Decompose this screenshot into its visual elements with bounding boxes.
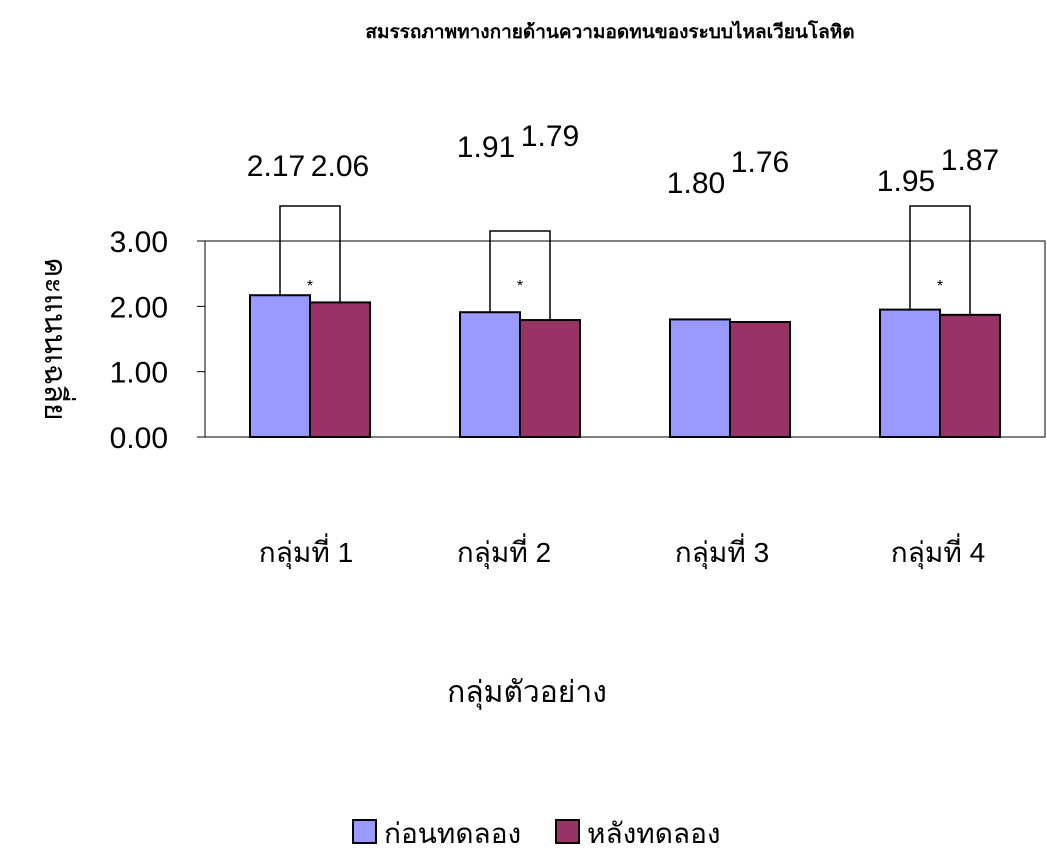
y-tick-label: 3.00: [110, 226, 168, 259]
bars: [249, 294, 1001, 439]
significance-brackets: * * *: [279, 205, 971, 321]
data-label: 1.76: [731, 146, 789, 179]
data-label: 1.95: [877, 165, 935, 198]
data-label: 1.79: [521, 120, 579, 153]
data-label: 2.17: [247, 150, 305, 183]
significance-bracket: [489, 230, 551, 321]
legend-swatch: [555, 819, 580, 844]
bar-before: [459, 311, 521, 438]
category-label: กลุ่มที่ 4: [891, 533, 985, 570]
bar-before: [879, 308, 941, 439]
data-label: 2.06: [311, 150, 369, 183]
data-label: 1.91: [457, 131, 515, 164]
bar-before: [669, 318, 731, 439]
bar-after: [729, 321, 791, 438]
legend-label: ก่อนทดลอง: [384, 817, 521, 850]
significance-marker: *: [937, 278, 943, 295]
y-tick-label: 1.00: [110, 357, 168, 390]
category-label: กลุ่มที่ 2: [457, 533, 551, 570]
category-label: กลุ่มที่ 3: [675, 533, 769, 570]
legend: ก่อนทดลอง หลังทดลอง: [352, 817, 721, 850]
significance-bracket: [909, 205, 971, 315]
significance-bracket: [279, 205, 341, 303]
bar-after: [939, 313, 1001, 438]
legend-label: หลังทดลอง: [587, 817, 721, 850]
y-tick-label: 2.00: [110, 291, 168, 324]
bar-after: [309, 301, 371, 438]
significance-marker: *: [517, 278, 523, 295]
bar-after: [519, 319, 581, 438]
bar-before: [249, 294, 311, 438]
data-label: 1.87: [941, 144, 999, 177]
y-axis-ticks: 0.00 1.00 2.00 3.00: [110, 226, 205, 455]
category-label: กลุ่มที่ 1: [259, 533, 353, 570]
data-labels: 2.17 2.06 1.91 1.79 1.801.76 1.951.87: [247, 120, 999, 200]
y-axis-label: คะแนนเฉลี่ย: [37, 257, 76, 420]
x-axis-label: กลุ่มตัวอย่าง: [447, 675, 607, 711]
significance-marker: *: [307, 278, 313, 295]
data-label: 1.80: [667, 167, 725, 200]
category-labels: กลุ่มที่ 1 กลุ่มที่ 2 กลุ่มที่ 3 กลุ่มที่ 4: [259, 533, 985, 570]
chart-title: สมรรถภาพทางกายด้านความอดทนของระบบไหลเวีย…: [365, 20, 854, 43]
legend-swatch: [352, 819, 377, 844]
y-tick-label: 0.00: [110, 422, 168, 455]
